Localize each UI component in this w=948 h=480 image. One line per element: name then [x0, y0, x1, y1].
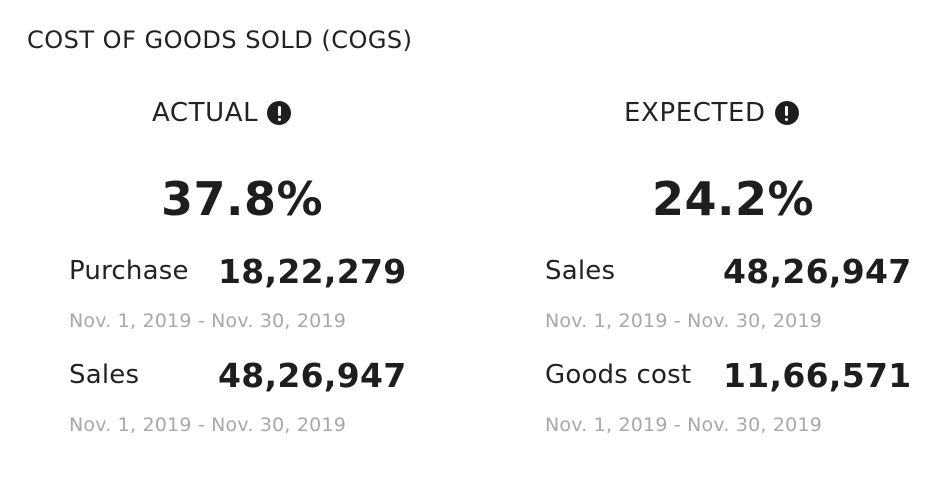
expected-goods-cost-value: 11,66,571	[723, 356, 912, 395]
expected-row-goods-cost: Goods cost 11,66,571 Nov. 1, 2019 - Nov.…	[545, 356, 925, 446]
actual-sales-label: Sales	[69, 360, 140, 390]
actual-purchase-label: Purchase	[69, 256, 189, 286]
actual-info-icon[interactable]	[267, 101, 292, 125]
expected-column: EXPECTED 24.2% Sales 48,26,947 Nov. 1, 2…	[476, 0, 948, 480]
actual-sales-date-range: Nov. 1, 2019 - Nov. 30, 2019	[69, 414, 347, 436]
actual-sales-value: 48,26,947	[218, 356, 407, 395]
expected-sales-value: 48,26,947	[723, 252, 912, 291]
expected-row-sales: Sales 48,26,947 Nov. 1, 2019 - Nov. 30, …	[545, 252, 925, 342]
actual-column: ACTUAL 37.8% Purchase 18,22,279 Nov. 1, …	[0, 0, 460, 480]
actual-heading-label: ACTUAL	[152, 98, 259, 128]
expected-info-icon[interactable]	[774, 101, 799, 125]
expected-heading: EXPECTED	[624, 98, 799, 128]
actual-heading: ACTUAL	[152, 98, 292, 128]
actual-purchase-date-range: Nov. 1, 2019 - Nov. 30, 2019	[69, 310, 347, 332]
actual-row-sales: Sales 48,26,947 Nov. 1, 2019 - Nov. 30, …	[69, 356, 449, 446]
actual-purchase-value: 18,22,279	[218, 252, 407, 291]
actual-row-purchase: Purchase 18,22,279 Nov. 1, 2019 - Nov. 3…	[69, 252, 449, 342]
actual-percent: 37.8%	[161, 172, 324, 226]
expected-percent: 24.2%	[652, 172, 815, 226]
expected-sales-label: Sales	[545, 256, 616, 286]
expected-goods-cost-label: Goods cost	[545, 360, 692, 390]
expected-goods-cost-date-range: Nov. 1, 2019 - Nov. 30, 2019	[545, 414, 823, 436]
card-title: COST OF GOODS SOLD (COGS)	[27, 26, 413, 54]
expected-sales-date-range: Nov. 1, 2019 - Nov. 30, 2019	[545, 310, 823, 332]
expected-heading-label: EXPECTED	[624, 98, 766, 128]
